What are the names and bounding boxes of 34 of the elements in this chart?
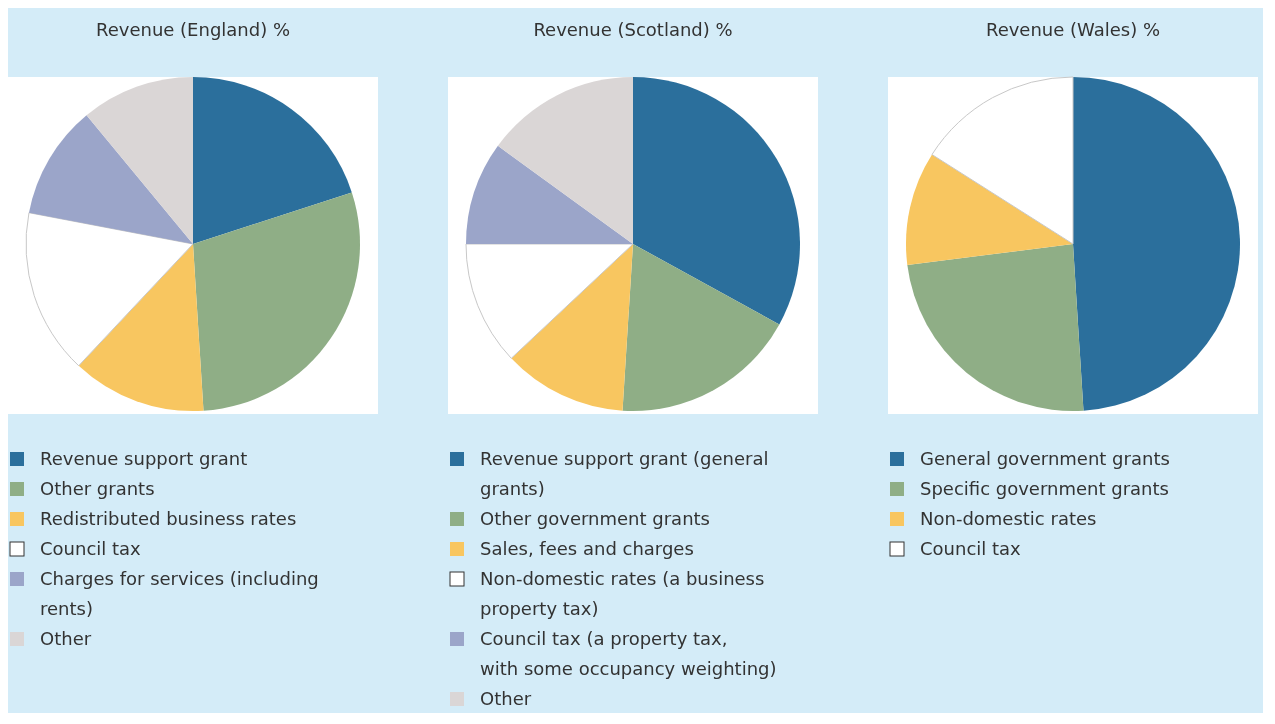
legend-label: Other government grants [480, 508, 710, 529]
chart-title: Revenue (Scotland) % [533, 19, 733, 40]
legend-label: Non-domestic rates (a business property tax) [480, 568, 765, 619]
chart-title: Revenue (Wales) % [985, 19, 1161, 40]
legend-label: Sales, fees and charges [480, 538, 694, 559]
legend-label: Other [480, 688, 532, 709]
pie-slice [193, 77, 352, 244]
pie-slice [28, 115, 193, 244]
legend-label: Revenue support grant [40, 448, 248, 469]
pie-slice [78, 244, 204, 411]
chart-title: Revenue (England) % [95, 19, 291, 40]
legend-label: Non-domestic rates [920, 508, 1097, 529]
legend-label: Charges for services (including rents) [40, 568, 319, 619]
pie-slice [466, 145, 633, 244]
legend-label: Redistributed business rates [40, 508, 297, 529]
pie-slice [633, 77, 800, 325]
legend-label: Council tax [40, 538, 142, 559]
legend-label: Council tax [920, 538, 1022, 559]
pie-slice [86, 77, 193, 244]
pie-slice [193, 192, 360, 411]
legend-label: Other [40, 628, 92, 649]
legend-label: Specific government grants [920, 478, 1169, 499]
pie-slice [907, 244, 1084, 411]
pie-slice [25, 212, 194, 367]
pie-slice [497, 77, 633, 244]
legend-label: General government grants [920, 448, 1170, 469]
legend-label: Council tax (a property tax, with some occupancy weighting) [480, 628, 777, 679]
pie-slice [465, 243, 634, 359]
pie-slice [906, 154, 1073, 265]
pie-slice [1073, 77, 1240, 411]
legend-label: Revenue support grant (general grants) [480, 448, 769, 499]
pie-slice [622, 244, 780, 411]
legend-label: Other grants [40, 478, 155, 499]
pie-slice [511, 244, 633, 411]
